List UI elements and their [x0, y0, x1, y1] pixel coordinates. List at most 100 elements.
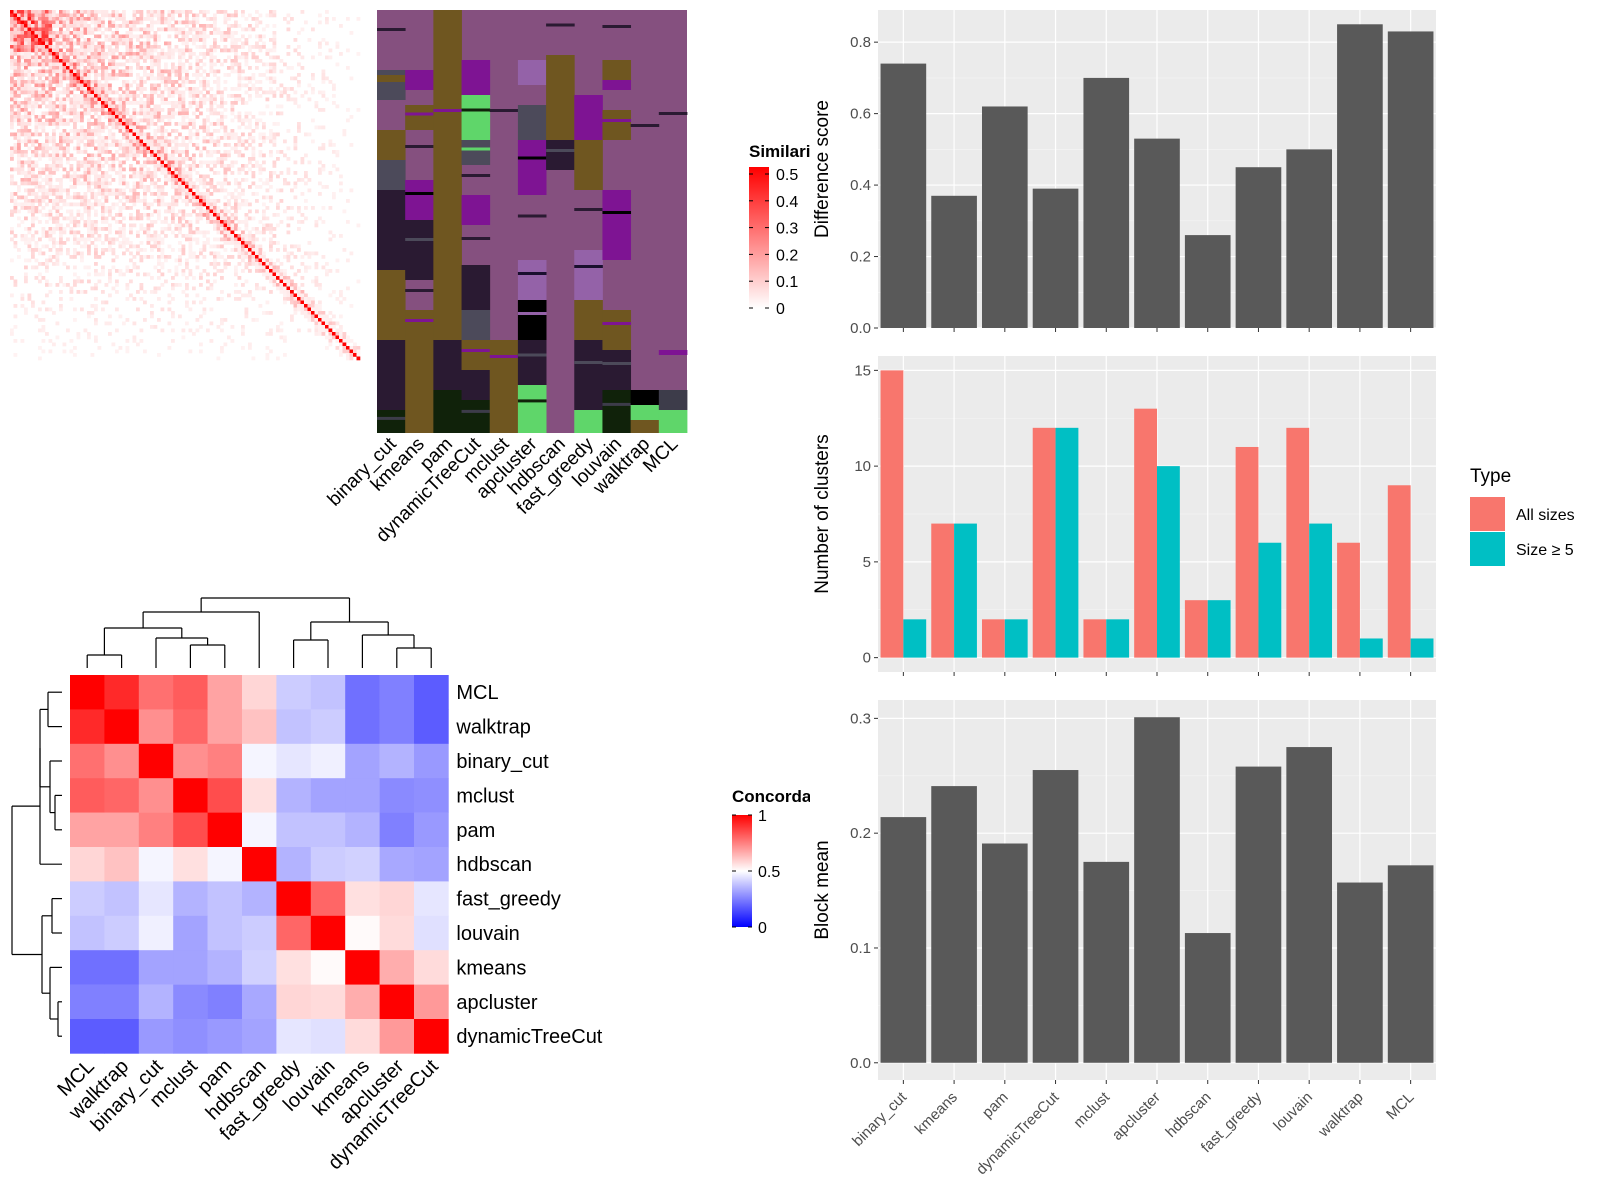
similarity-cell — [34, 83, 39, 88]
similarity-cell — [76, 167, 81, 172]
similarity-cell — [20, 125, 25, 130]
similarity-cell — [45, 38, 49, 42]
similarity-cell — [108, 157, 112, 161]
similarity-cell — [20, 132, 25, 137]
similarity-cell — [220, 346, 224, 350]
similarity-cell — [318, 332, 322, 336]
similarity-cell — [188, 101, 193, 105]
similarity-cell — [90, 160, 95, 165]
similarity-cell — [230, 59, 235, 63]
similarity-cell — [45, 69, 49, 74]
similarity-cell — [87, 108, 91, 112]
similarity-cell — [157, 143, 161, 147]
similarity-cell — [255, 118, 259, 123]
similarity-cell — [83, 209, 88, 214]
similarity-cell — [146, 139, 151, 144]
similarity-cell — [129, 188, 133, 193]
similarity-cell — [202, 41, 207, 46]
similarity-cell — [66, 209, 70, 214]
similarity-cell — [339, 342, 343, 347]
similarity-cell — [223, 34, 228, 39]
similarity-cell — [111, 216, 116, 221]
similarity-cell — [220, 185, 224, 189]
similarity-cell — [41, 97, 46, 102]
similarity-cell — [80, 125, 84, 130]
similarity-cell — [230, 339, 235, 343]
cluster-band — [546, 55, 575, 140]
similarity-cell — [216, 104, 221, 109]
similarity-cell — [122, 241, 126, 245]
similarity-cell — [13, 279, 18, 284]
similarity-cell — [62, 104, 67, 109]
similarity-cell — [129, 41, 133, 46]
similarity-cell — [129, 20, 133, 25]
similarity-cell — [311, 314, 315, 319]
similarity-cell — [171, 174, 175, 179]
similarity-cell — [234, 48, 238, 53]
similarity-cell — [255, 20, 259, 25]
similarity-cell — [241, 325, 245, 329]
similarity-cell — [34, 104, 39, 109]
similarity-cell — [234, 290, 238, 294]
similarity-cell — [143, 349, 147, 354]
similarity-cell — [181, 178, 186, 182]
similarity-cell — [248, 269, 252, 273]
similarity-cell — [66, 188, 70, 193]
similarity-cell — [122, 132, 126, 137]
similarity-cell — [90, 66, 95, 70]
similarity-cell — [279, 262, 284, 266]
similarity-cell — [90, 10, 95, 14]
similarity-cell — [209, 122, 214, 126]
similarity-cell — [34, 160, 39, 165]
similarity-cell — [20, 181, 25, 186]
similarity-cell — [24, 265, 28, 270]
similarity-cell — [216, 59, 221, 63]
similarity-cell — [136, 150, 140, 154]
concordance-row-label: MCL — [456, 682, 498, 704]
similarity-cell — [115, 328, 119, 333]
similarity-cell — [132, 157, 137, 161]
similarity-cell — [276, 55, 280, 60]
similarity-cell — [146, 157, 151, 161]
similarity-cell — [241, 13, 245, 18]
similarity-cell — [129, 52, 133, 56]
similarity-cell — [185, 153, 189, 158]
similarity-cell — [216, 143, 221, 147]
similarity-cell — [227, 55, 231, 60]
similarity-cell — [213, 55, 217, 60]
similarity-cell — [248, 248, 252, 252]
similarity-cell — [230, 223, 235, 228]
similarity-cell — [150, 255, 154, 259]
similarity-cell — [311, 118, 315, 123]
similarity-cell — [339, 293, 343, 298]
similarity-cell — [328, 325, 333, 329]
concordance-row-label: mclust — [456, 785, 514, 807]
similarity-cell — [76, 24, 81, 28]
similarity-cell — [136, 62, 140, 67]
similarity-cell — [55, 20, 60, 25]
similarity-cell — [178, 104, 182, 109]
similarity-cell — [146, 24, 151, 28]
similarity-cell — [27, 94, 32, 98]
similarity-cell — [199, 174, 203, 179]
similarity-cell — [206, 220, 210, 224]
similarity-cell — [31, 94, 35, 98]
similarity-cell — [87, 171, 91, 175]
similarity-cell — [255, 45, 259, 49]
similarity-cell — [52, 241, 56, 245]
concordance-legend-ticks: 10.50 — [732, 808, 780, 937]
similarity-cell — [171, 220, 175, 224]
similarity-cell — [27, 45, 32, 49]
similarity-cell — [297, 227, 301, 231]
similarity-cell — [136, 244, 140, 249]
similarity-cell — [104, 321, 109, 326]
similarity-cell — [76, 73, 81, 77]
similarity-cell — [83, 136, 88, 140]
similarity-cell — [80, 69, 84, 74]
similarity-cell — [24, 104, 28, 109]
similarity-cell — [55, 192, 60, 196]
similarity-cell — [293, 160, 298, 165]
similarity-cell — [237, 143, 242, 147]
similarity-cell — [104, 171, 109, 175]
